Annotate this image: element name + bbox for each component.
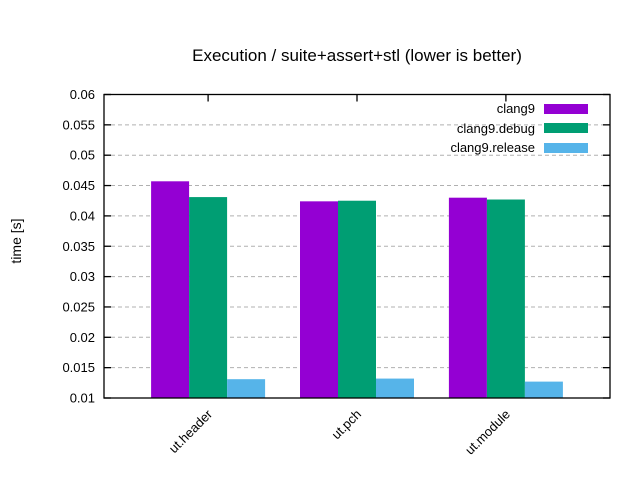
bar-clang9.debug-ut.pch: [338, 200, 376, 398]
bar-clang9.debug-ut.header: [189, 197, 228, 398]
plot-frame: [103, 93, 611, 399]
bar-clang9.release-ut.pch: [376, 378, 414, 398]
y-tick-label: 0.06: [70, 87, 95, 102]
y-tick-label: 0.045: [62, 178, 95, 193]
legend-label: clang9: [496, 101, 535, 117]
legend-swatch-icon: [544, 123, 588, 134]
legend-label: clang9.debug: [456, 120, 535, 136]
bar-clang9-ut.header: [151, 181, 190, 398]
chart-title: Execution / suite+assert+stl (lower is b…: [192, 46, 522, 65]
legend-label: clang9.release: [450, 140, 535, 156]
y-tick-label: 0.035: [62, 239, 95, 254]
bar-clang9-ut.pch: [300, 201, 338, 398]
legend: clang9 clang9.debug clang9.release: [450, 99, 588, 158]
y-tick-label: 0.05: [70, 148, 95, 163]
bar-clang9.debug-ut.module: [486, 199, 525, 398]
x-category-label: ut.module: [462, 407, 513, 458]
legend-row: clang9: [450, 99, 588, 119]
y-tick-label: 0.015: [62, 360, 95, 375]
x-category-label: ut.pch: [328, 407, 364, 443]
y-tick-label: 0.025: [62, 299, 95, 314]
legend-swatch-icon: [544, 142, 588, 153]
bar-clang9.release-ut.header: [227, 379, 266, 398]
bar-clang9.release-ut.module: [524, 381, 563, 398]
bar-clang9-ut.module: [448, 197, 487, 398]
legend-swatch-icon: [544, 103, 588, 114]
legend-row: clang9.debug: [450, 119, 588, 139]
y-tick-label: 0.03: [70, 269, 95, 284]
y-tick-label: 0.055: [62, 117, 95, 132]
y-tick-label: 0.02: [70, 330, 95, 345]
y-tick-label: 0.01: [70, 391, 95, 406]
y-tick-label: 0.04: [70, 208, 95, 223]
x-category-label: ut.header: [166, 406, 216, 456]
legend-row: clang9.release: [450, 138, 588, 158]
